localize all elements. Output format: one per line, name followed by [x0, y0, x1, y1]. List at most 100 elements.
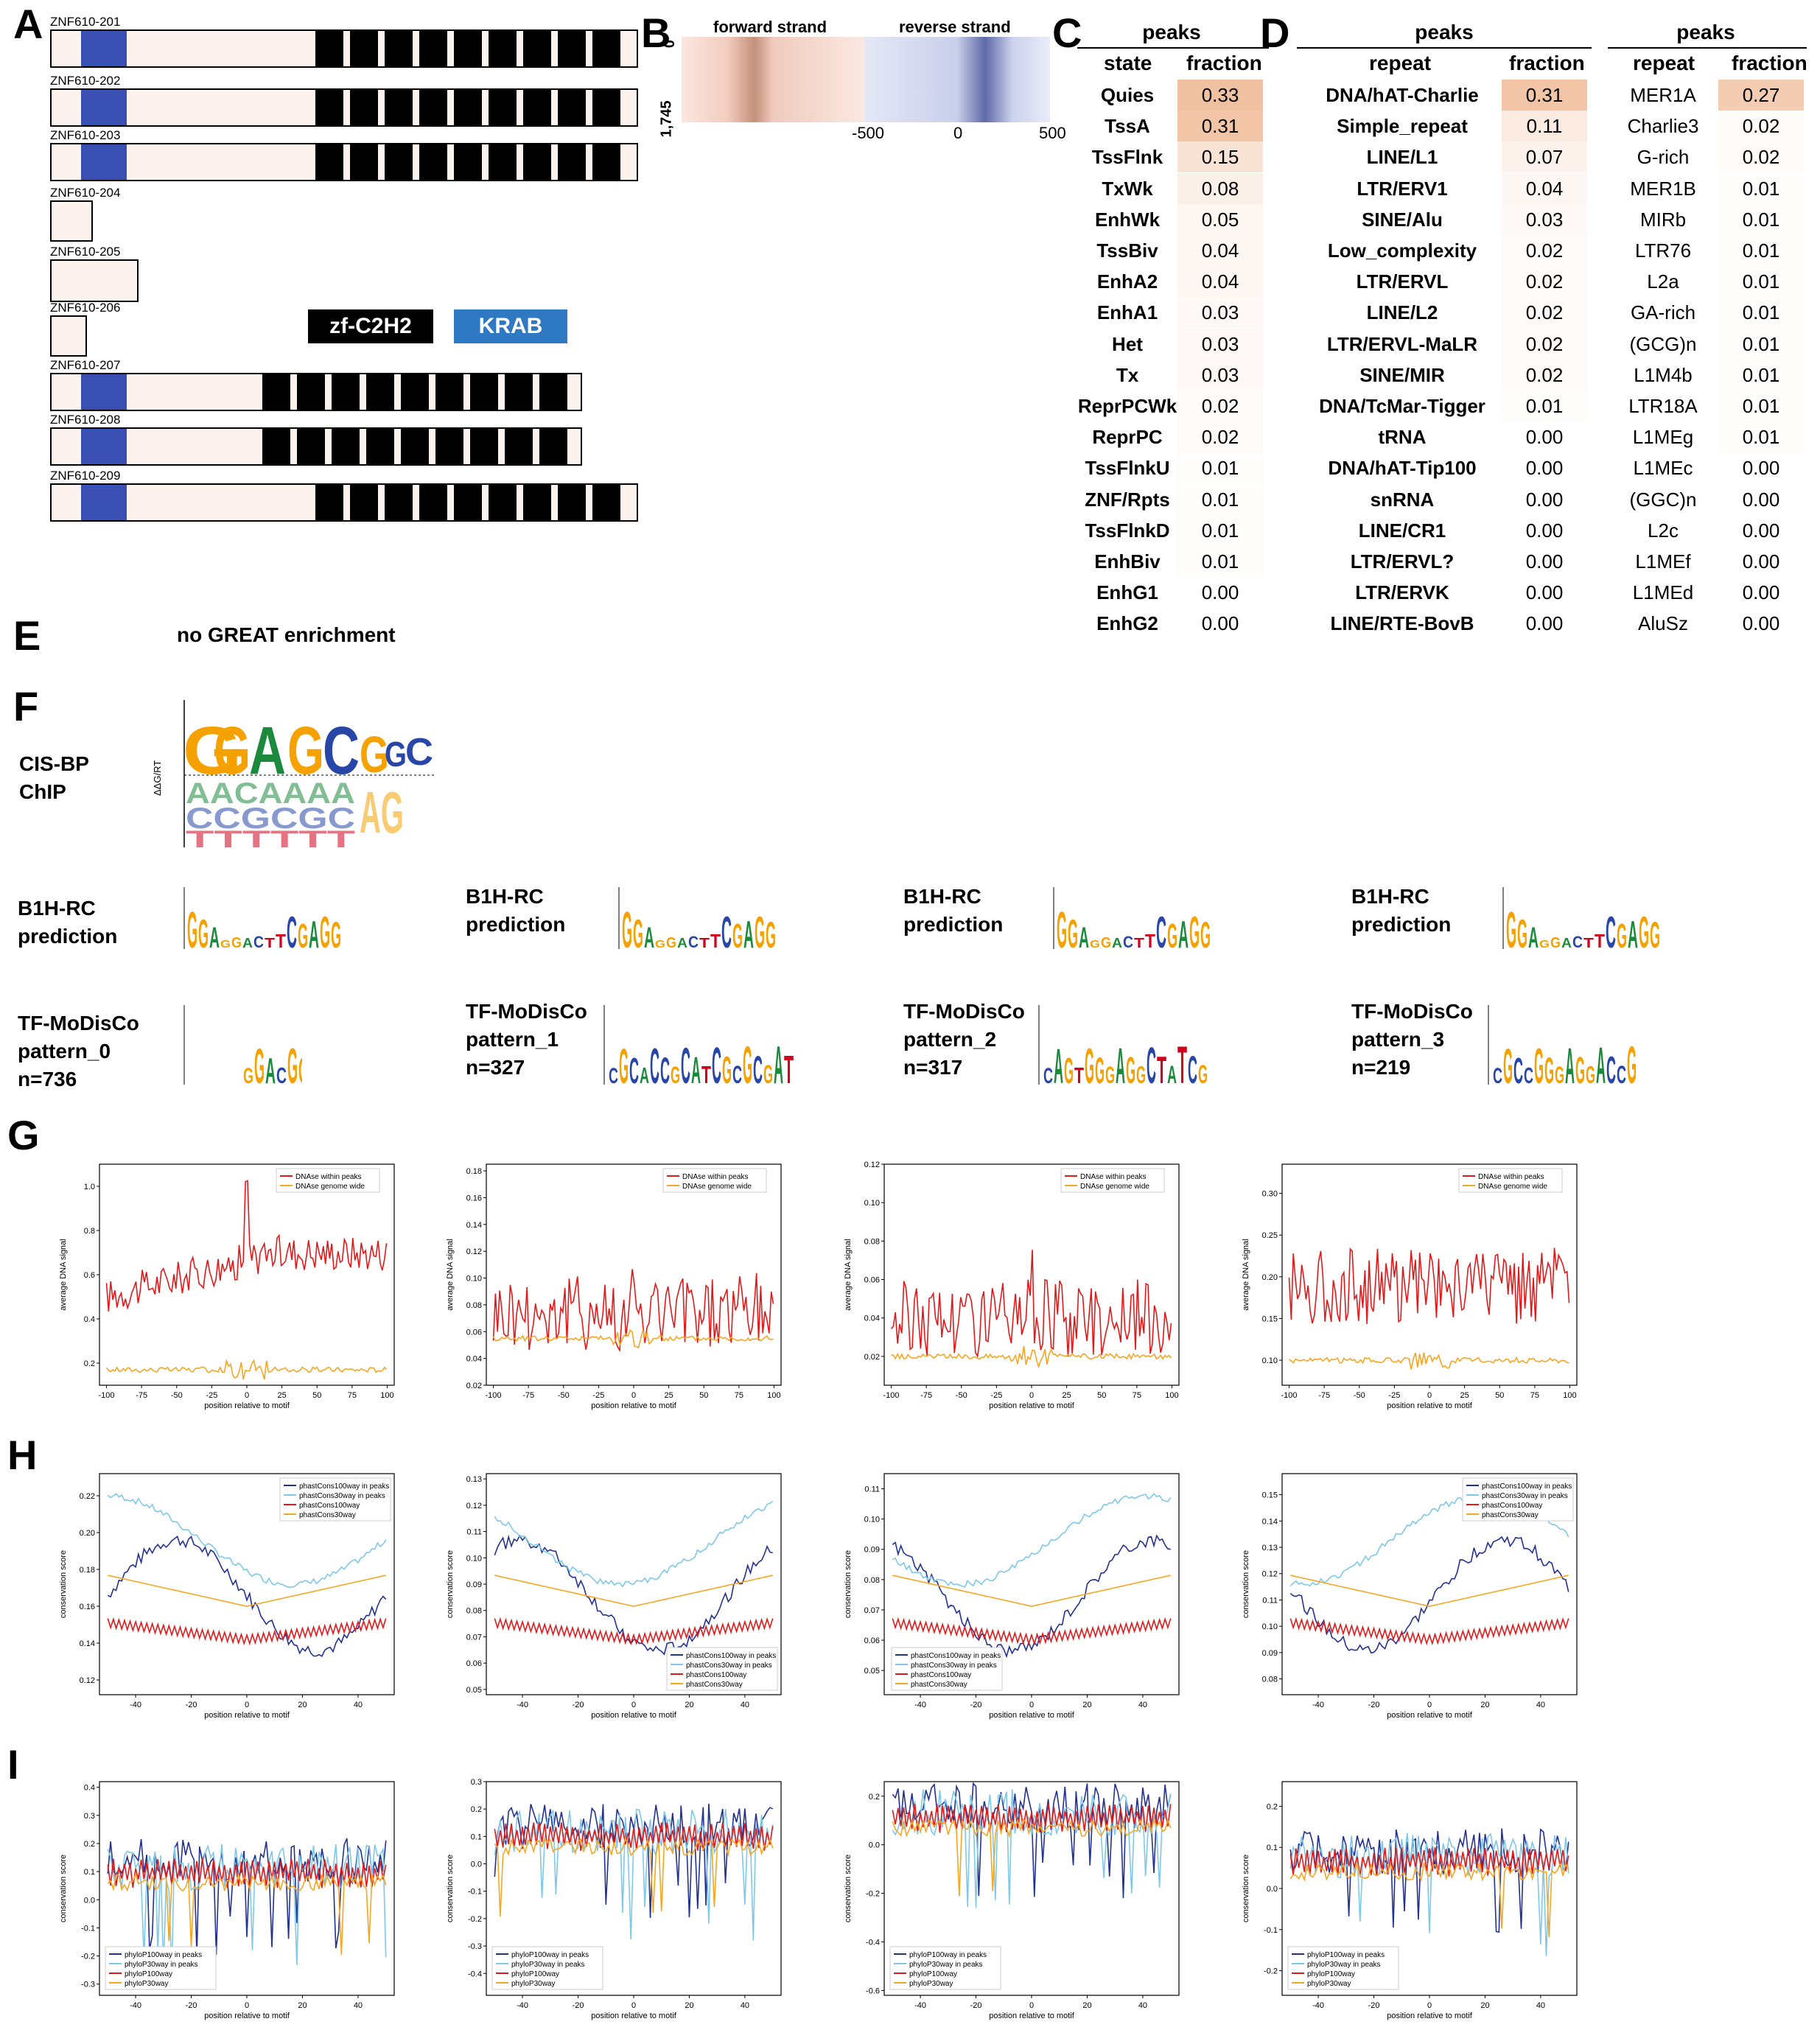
- zf-c2h2-domain: [505, 429, 533, 464]
- phastcons-ytick-label: 0.08: [466, 1607, 482, 1616]
- b1h-label-line2: prediction: [18, 925, 118, 948]
- zf-c2h2-domain: [592, 485, 620, 520]
- state-row-label: TssFlnk: [1091, 146, 1163, 169]
- zf-c2h2-domain: [332, 374, 360, 410]
- repeat-family-row-label: LTR/ERVL?: [1350, 550, 1455, 573]
- tfmodisco-logo-letter: G: [1544, 1050, 1554, 1090]
- transcript-bar: [50, 88, 638, 127]
- dnase-xtick-label: -100: [883, 1391, 900, 1400]
- b1h-logo-letter: C: [721, 908, 732, 957]
- tfmodisco-label: TF-MoDisCo pattern_1 n=327: [466, 998, 587, 1082]
- dnase-ytick-label: 0.02: [864, 1353, 880, 1362]
- phylop-legend-label: phyloP30way: [125, 1980, 168, 1988]
- repeat-subfamily-row-value: 0.01: [1718, 235, 1804, 266]
- tfmodisco-label: TF-MoDisCo pattern_0 n=736: [18, 1009, 139, 1093]
- b1h-logo-letter: G: [1090, 938, 1100, 951]
- phastcons-xtick-label: 40: [1138, 1701, 1147, 1709]
- state-row-label: ReprPC: [1092, 426, 1163, 449]
- repeat-subfamily-row-label: (GGC)n: [1629, 488, 1697, 511]
- phastcons-legend-label: phastCons30way: [299, 1511, 356, 1519]
- dnase-xtick-label: -100: [486, 1391, 502, 1400]
- phastcons-ytick-label: 0.11: [864, 1485, 880, 1494]
- dnase-ytick-label: 0.6: [84, 1271, 95, 1280]
- tfmodisco-logo-letter: G: [1534, 1038, 1544, 1090]
- tfmodisco-logo-letter: C: [660, 1050, 670, 1090]
- zf-c2h2-domain: [489, 485, 517, 520]
- repeat-family-row-label: LTR/ERVK: [1355, 581, 1449, 604]
- phastcons-legend-label: phastCons30way in peaks: [686, 1662, 772, 1670]
- dnase-xtick-label: -25: [206, 1391, 217, 1400]
- phylop-xlabel: position relative to motif: [989, 2012, 1074, 2020]
- zf-c2h2-domain: [332, 429, 360, 464]
- phastcons-plot: 0.05 0.06 0.07 0.08 0.09 0.10 0.11 0.12 0.13 -40 -…: [446, 1473, 782, 1720]
- phastcons-ytick-label: 0.07: [864, 1606, 880, 1615]
- phastcons-legend-label: phastCons100way: [686, 1671, 746, 1679]
- tfmodisco-logo-letter: C: [650, 1038, 659, 1090]
- panel-letter-h: H: [7, 1432, 38, 1478]
- svg-text:C: C: [405, 731, 433, 774]
- dnase-ytick-label: 0.30: [1262, 1190, 1278, 1199]
- zf-c2h2-domain: [558, 485, 586, 520]
- panel-letter-f: F: [13, 683, 39, 729]
- phylop-plot: -0.6 -0.4 -0.2 0.0 0.2 -40 -20 0 20 40 position re…: [844, 1781, 1180, 2020]
- phastcons-legend-box: [891, 1647, 1003, 1691]
- transcript-bar: [50, 29, 638, 68]
- cisbp-label-line1: CIS-BP: [19, 752, 89, 775]
- b1h-logo-letter: A: [1079, 922, 1089, 954]
- phastcons-ytick-label: 0.12: [1262, 1570, 1278, 1579]
- state-row-value: 0.01: [1177, 452, 1263, 484]
- tfmodisco-logo-letter: A: [1116, 1037, 1125, 1090]
- phylop-ytick-label: 0.2: [471, 1805, 482, 1814]
- state-row-value: 0.04: [1177, 266, 1263, 298]
- b1h-logo-letter: G: [1650, 914, 1660, 956]
- zf-c2h2-domain: [489, 31, 517, 66]
- tfmodisco-logo-letter: C: [1188, 1048, 1197, 1090]
- phylop-xlabel: position relative to motif: [1387, 2012, 1472, 2020]
- dnase-ylabel: average DNA signal: [1242, 1239, 1250, 1310]
- transcript-bar: [50, 483, 638, 522]
- phylop-legend-label: phyloP100way: [511, 1970, 559, 1978]
- repeat-subfamily-row-value: 0.01: [1718, 203, 1804, 235]
- dnase-series-line: [890, 1250, 1172, 1358]
- repeat-subfamily-row-value: 0.00: [1718, 452, 1804, 484]
- phastcons-legend-box: [279, 1477, 391, 1522]
- phylop-ytick-label: -0.4: [866, 1939, 880, 1947]
- repeat-subfamily-row-label: L1MEg: [1632, 426, 1694, 449]
- panel-letter-d: D: [1260, 10, 1290, 56]
- tfmodisco-label-l1: TF-MoDisCo: [466, 1000, 587, 1023]
- krab-domain: [81, 485, 127, 520]
- phastcons-xtick-label: 0: [1427, 1701, 1432, 1709]
- dnase-xtick-label: 25: [1062, 1391, 1071, 1400]
- phastcons-xtick-label: -20: [573, 1701, 584, 1709]
- repeat-family-row-label: Low_complexity: [1327, 239, 1477, 262]
- phylop-legend-label: phyloP100way: [125, 1970, 172, 1978]
- phylop-ytick-label: 0.0: [84, 1896, 95, 1905]
- phastcons-xtick-label: 20: [685, 1701, 693, 1709]
- phastcons-ytick-label: 0.10: [864, 1516, 880, 1524]
- dnase-series-line: [105, 1358, 388, 1380]
- b1h-logo-letter: G: [766, 914, 776, 956]
- repeat-subfamily-row-value: 0.00: [1718, 608, 1804, 640]
- transcript-label: ZNF610-205: [50, 245, 121, 259]
- dnase-xtick-label: -50: [956, 1391, 967, 1400]
- zf-c2h2-domain: [539, 429, 567, 464]
- phylop-legend-box: [889, 1946, 1001, 1990]
- zf-c2h2-domain: [315, 144, 343, 180]
- dnase-xtick-label: 0: [631, 1391, 636, 1400]
- repeat-subfamily-row-value: 0.01: [1718, 328, 1804, 360]
- dnase-xtick-label: 75: [1133, 1391, 1141, 1400]
- b1h-logo-letter: T: [1145, 930, 1155, 952]
- phastcons-ytick-label: 0.10: [466, 1554, 482, 1563]
- phastcons-ytick-label: 0.10: [1262, 1622, 1278, 1631]
- dnase-xtick-label: -25: [592, 1391, 604, 1400]
- dnase-xtick-label: 25: [277, 1391, 286, 1400]
- zf-c2h2-domain: [489, 90, 517, 125]
- dnase-series-line: [1289, 1352, 1569, 1370]
- dnase-ytick-label: 0.10: [1262, 1356, 1278, 1365]
- b1h-logo-letter: T: [1134, 936, 1144, 951]
- panel-letter-e: E: [13, 612, 41, 659]
- state-row-value: 0.01: [1177, 546, 1263, 577]
- tfmodisco-label-l3: n=736: [18, 1068, 77, 1090]
- phylop-ytick-label: 0.0: [471, 1860, 482, 1869]
- phylop-xtick-label: -40: [914, 2001, 926, 2010]
